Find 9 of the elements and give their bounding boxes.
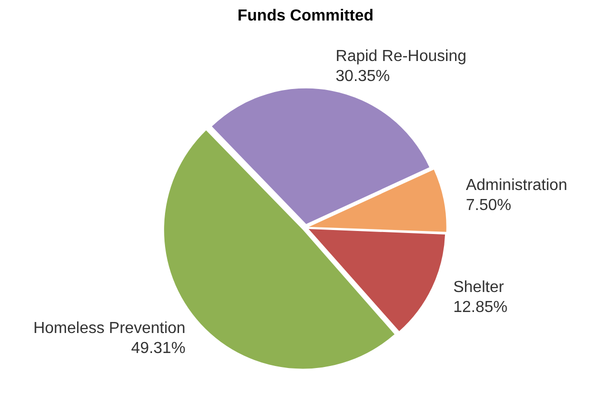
data-label: 12.85% bbox=[453, 298, 508, 316]
chart-title: Funds Committed bbox=[238, 7, 374, 24]
data-label: 30.35% bbox=[336, 68, 390, 86]
slice-label: Rapid Re-Housing bbox=[336, 48, 466, 66]
data-label: 49.31% bbox=[131, 340, 186, 357]
slice-label: Shelter bbox=[453, 278, 505, 296]
slice-label: Homeless Prevention bbox=[33, 320, 186, 337]
slice-label: Administration bbox=[466, 177, 568, 194]
data-label: 7.50% bbox=[466, 197, 512, 214]
